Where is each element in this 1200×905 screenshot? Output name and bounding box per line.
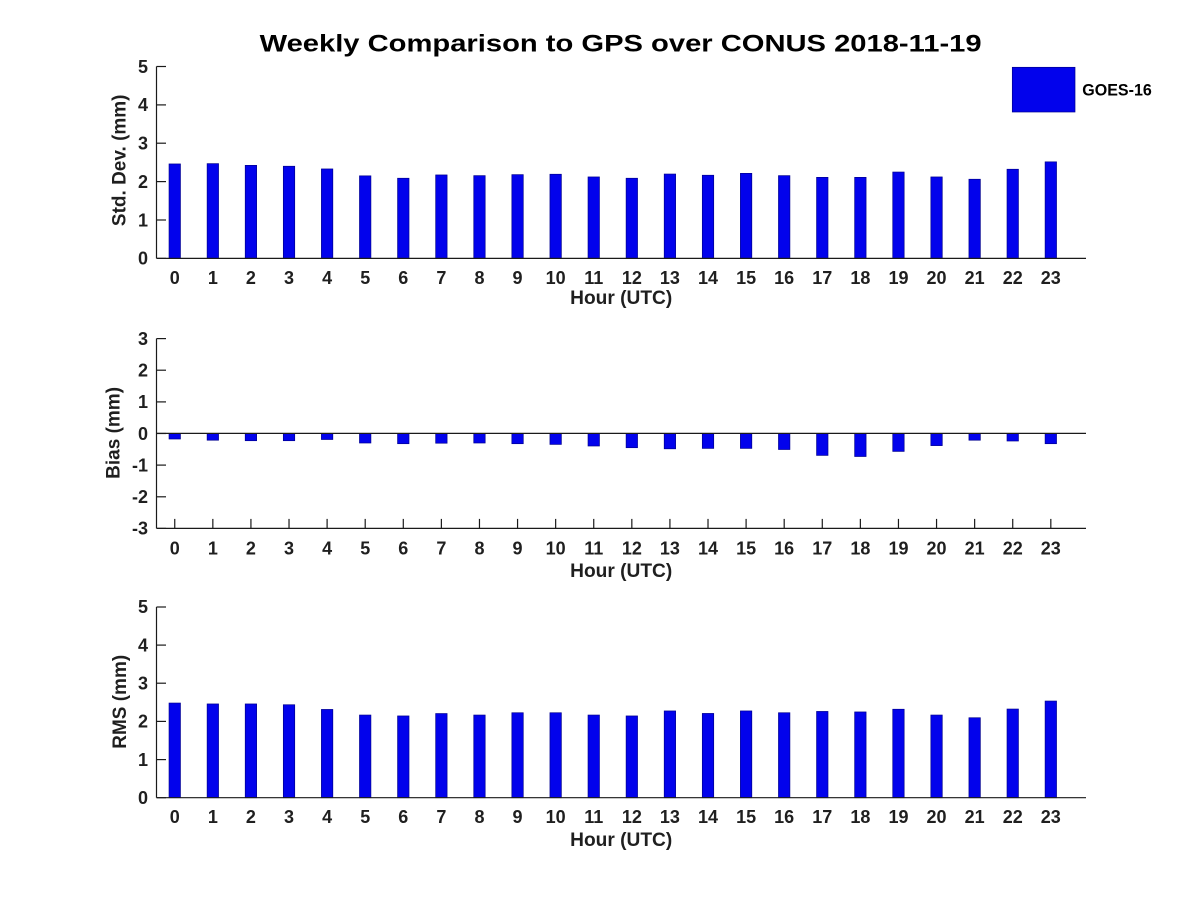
svg-text:5: 5 — [360, 807, 370, 827]
svg-text:21: 21 — [965, 539, 985, 559]
svg-text:14: 14 — [698, 539, 718, 559]
svg-text:2: 2 — [138, 172, 148, 192]
svg-text:4: 4 — [138, 635, 148, 655]
svg-text:0: 0 — [138, 249, 148, 269]
svg-text:RMS (mm): RMS (mm) — [110, 655, 131, 749]
svg-text:11: 11 — [584, 268, 603, 288]
svg-text:16: 16 — [774, 539, 794, 559]
svg-text:Bias (mm): Bias (mm) — [104, 387, 125, 479]
svg-text:12: 12 — [622, 539, 642, 559]
svg-text:18: 18 — [850, 539, 870, 559]
svg-text:6: 6 — [398, 807, 408, 827]
svg-text:1: 1 — [138, 210, 148, 230]
svg-text:23: 23 — [1041, 268, 1061, 288]
svg-text:17: 17 — [812, 807, 832, 827]
svg-text:2: 2 — [138, 712, 148, 732]
svg-text:6: 6 — [398, 268, 408, 288]
svg-text:10: 10 — [546, 539, 566, 559]
svg-text:10: 10 — [546, 807, 566, 827]
svg-text:Hour (UTC): Hour (UTC) — [570, 561, 672, 582]
svg-text:20: 20 — [927, 539, 947, 559]
svg-text:16: 16 — [774, 268, 794, 288]
svg-text:2: 2 — [246, 268, 256, 288]
svg-text:18: 18 — [850, 807, 870, 827]
svg-text:Weekly Comparison to GPS over: Weekly Comparison to GPS over CONUS 2018… — [260, 31, 982, 58]
svg-text:0: 0 — [138, 424, 148, 444]
svg-text:3: 3 — [284, 807, 294, 827]
svg-text:-2: -2 — [132, 487, 148, 507]
svg-text:1: 1 — [208, 539, 218, 559]
svg-text:1: 1 — [138, 392, 148, 412]
svg-text:11: 11 — [584, 807, 603, 827]
svg-text:3: 3 — [284, 539, 294, 559]
svg-text:3: 3 — [284, 268, 294, 288]
svg-text:Std. Dev. (mm): Std. Dev. (mm) — [110, 94, 131, 226]
svg-text:5: 5 — [360, 539, 370, 559]
svg-text:17: 17 — [812, 268, 832, 288]
svg-text:15: 15 — [736, 539, 756, 559]
svg-text:Hour (UTC): Hour (UTC) — [570, 830, 672, 851]
svg-text:22: 22 — [1003, 268, 1023, 288]
svg-text:1: 1 — [138, 750, 148, 770]
svg-text:1: 1 — [208, 268, 218, 288]
svg-text:5: 5 — [138, 597, 148, 617]
svg-text:20: 20 — [927, 268, 947, 288]
svg-text:19: 19 — [888, 807, 908, 827]
svg-text:4: 4 — [322, 539, 332, 559]
svg-text:9: 9 — [513, 539, 523, 559]
svg-text:12: 12 — [622, 807, 642, 827]
svg-text:7: 7 — [436, 268, 446, 288]
svg-text:21: 21 — [965, 807, 985, 827]
svg-text:4: 4 — [138, 95, 148, 115]
svg-text:0: 0 — [170, 539, 180, 559]
svg-text:18: 18 — [850, 268, 870, 288]
svg-text:11: 11 — [584, 539, 603, 559]
svg-text:2: 2 — [246, 539, 256, 559]
svg-text:-1: -1 — [132, 455, 148, 475]
svg-text:21: 21 — [965, 268, 985, 288]
svg-text:19: 19 — [888, 539, 908, 559]
svg-text:20: 20 — [927, 807, 947, 827]
svg-text:5: 5 — [360, 268, 370, 288]
svg-text:8: 8 — [474, 539, 484, 559]
svg-text:3: 3 — [138, 674, 148, 694]
svg-text:13: 13 — [660, 268, 680, 288]
svg-text:14: 14 — [698, 268, 718, 288]
svg-text:2: 2 — [246, 807, 256, 827]
svg-text:13: 13 — [660, 539, 680, 559]
svg-text:2: 2 — [138, 361, 148, 381]
svg-text:0: 0 — [138, 788, 148, 808]
svg-text:8: 8 — [474, 807, 484, 827]
svg-text:13: 13 — [660, 807, 680, 827]
svg-text:4: 4 — [322, 807, 332, 827]
svg-text:15: 15 — [736, 807, 756, 827]
svg-text:8: 8 — [474, 268, 484, 288]
svg-text:Hour (UTC): Hour (UTC) — [570, 288, 672, 309]
svg-text:12: 12 — [622, 268, 642, 288]
svg-text:10: 10 — [546, 268, 566, 288]
svg-text:3: 3 — [138, 329, 148, 349]
svg-text:3: 3 — [138, 134, 148, 154]
svg-text:22: 22 — [1003, 539, 1023, 559]
svg-text:14: 14 — [698, 807, 718, 827]
svg-text:-3: -3 — [132, 519, 148, 539]
svg-text:0: 0 — [170, 807, 180, 827]
svg-text:7: 7 — [436, 539, 446, 559]
svg-text:23: 23 — [1041, 539, 1061, 559]
svg-text:9: 9 — [513, 268, 523, 288]
svg-text:1: 1 — [208, 807, 218, 827]
svg-text:5: 5 — [138, 57, 148, 77]
svg-text:0: 0 — [170, 268, 180, 288]
svg-text:19: 19 — [888, 268, 908, 288]
svg-text:6: 6 — [398, 539, 408, 559]
svg-text:16: 16 — [774, 807, 794, 827]
svg-text:4: 4 — [322, 268, 332, 288]
svg-text:23: 23 — [1041, 807, 1061, 827]
svg-text:22: 22 — [1003, 807, 1023, 827]
svg-text:17: 17 — [812, 539, 832, 559]
svg-text:GOES-16: GOES-16 — [1082, 81, 1152, 100]
svg-text:7: 7 — [436, 807, 446, 827]
svg-text:15: 15 — [736, 268, 756, 288]
svg-text:9: 9 — [513, 807, 523, 827]
